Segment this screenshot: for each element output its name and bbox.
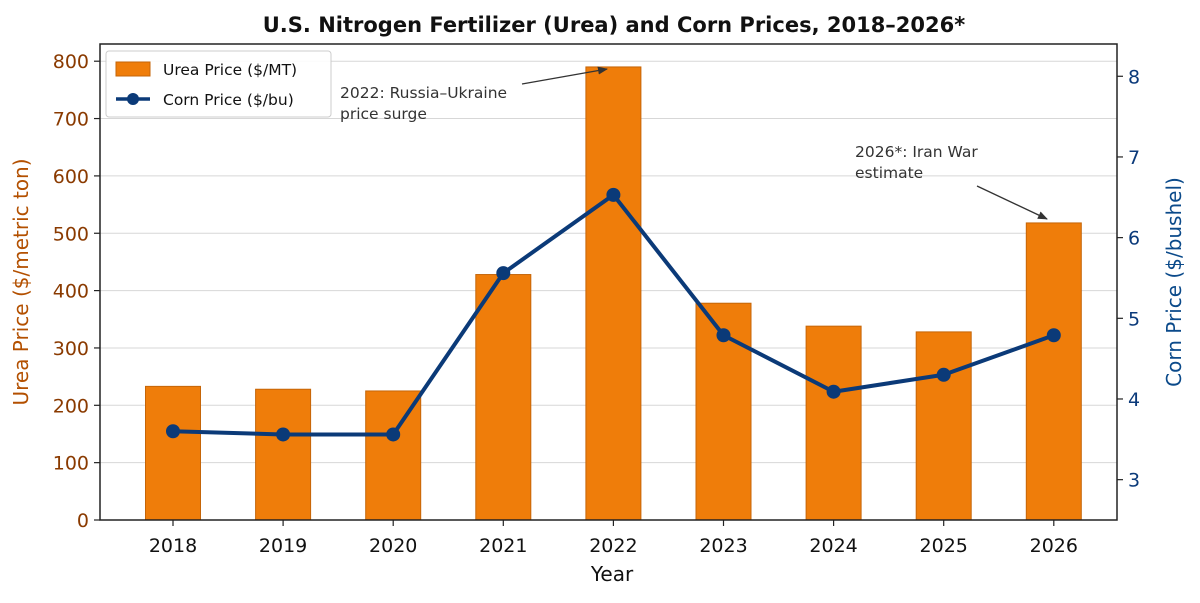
x-axis-label: Year [590,562,634,586]
corn-point-2018 [166,424,180,439]
y-left-tick-label: 800 [53,51,89,73]
annotation-text: 2026*: Iran War estimate [855,143,978,182]
legend: Urea Price ($/MT) Corn Price ($/bu) [105,50,332,118]
legend-swatch-urea [115,61,151,77]
legend-swatch-corn-marker [127,93,139,105]
bar-urea-2018 [145,385,201,521]
y-right-tick-label: 6 [1128,228,1140,250]
bar-urea-2019 [255,388,312,521]
y-axis-left: 0 100 200 300 400 500 600 700 800 [53,51,100,532]
chart-title: U.S. Nitrogen Fertilizer (Urea) and Corn… [263,13,966,37]
x-tick-label: 2023 [699,535,747,557]
x-tick-label: 2021 [479,535,527,557]
x-axis: 2018 2019 2020 2021 2022 2023 2024 2025 2026 [149,520,1078,557]
y-left-tick-label: 500 [53,223,89,245]
bar-urea-2022 [585,66,642,521]
y-axis-right: 3 4 5 6 7 8 [1117,66,1140,492]
annotation-arrow [521,66,608,85]
line-series [166,187,1061,442]
plot-frame [99,43,1118,521]
x-tick-label: 2019 [259,535,307,557]
bar-urea-2021 [475,274,532,521]
bar-urea-2026 [1025,222,1082,521]
x-tick-label: 2026 [1030,535,1078,557]
corn-point-2019 [276,427,291,442]
y-left-tick-label: 300 [53,338,89,360]
legend-label-urea: Urea Price ($/MT) [163,61,297,79]
y-axis-right-label: Corn Price ($/bushel) [1162,177,1186,387]
y-right-tick-label: 8 [1128,66,1140,88]
x-tick-label: 2018 [149,535,197,557]
corn-point-2026 [1046,328,1061,343]
corn-point-2025 [936,367,951,382]
legend-box [105,50,332,118]
annotation-text: 2022: Russia–Ukraine price surge [340,84,507,123]
corn-point-2024 [826,384,841,399]
bar-urea-2025 [915,331,972,521]
y-left-tick-label: 0 [77,510,89,532]
corn-point-2023 [716,328,731,343]
y-left-tick-label: 200 [53,395,89,417]
y-right-tick-label: 3 [1128,470,1140,492]
corn-point-2022 [606,187,621,202]
legend-label-corn: Corn Price ($/bu) [163,91,294,109]
y-right-tick-label: 4 [1128,389,1140,411]
x-tick-label: 2022 [589,535,637,557]
corn-point-2021 [496,266,511,281]
y-right-tick-label: 7 [1128,147,1140,169]
y-axis-left-label: Urea Price ($/metric ton) [9,158,33,405]
annotations: 2022: Russia–Ukraine price surge 2026*: Ir… [340,66,1048,220]
bar-urea-2024 [805,325,862,521]
bar-series [145,66,1082,521]
bar-urea-2020 [365,390,422,521]
corn-point-2020 [386,427,401,442]
y-left-tick-label: 100 [53,453,89,475]
y-right-tick-label: 5 [1128,308,1140,330]
annotation-arrow [976,185,1048,220]
x-tick-label: 2020 [369,535,417,557]
x-tick-label: 2025 [920,535,968,557]
y-left-tick-label: 700 [53,109,89,131]
y-left-tick-label: 600 [53,166,89,188]
x-tick-label: 2024 [809,535,857,557]
y-left-tick-label: 400 [53,281,89,303]
